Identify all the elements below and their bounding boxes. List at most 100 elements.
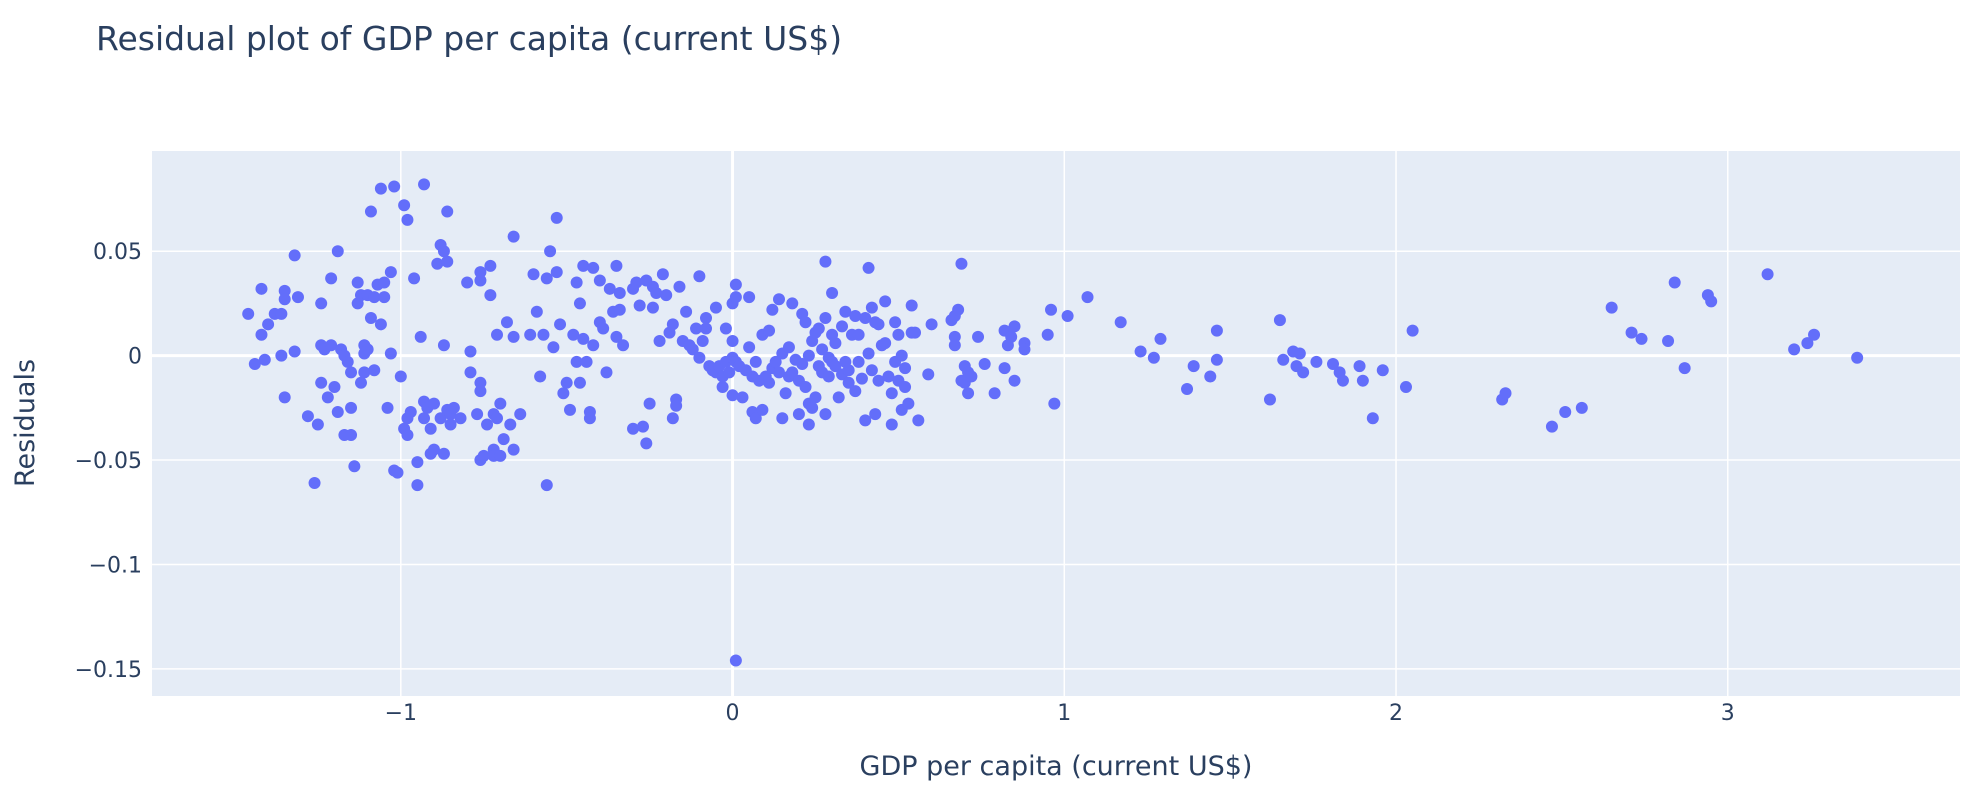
data-point [331,406,344,419]
data-point [842,376,855,389]
x-axis-title: GDP per capita (current US$) [860,751,1253,782]
x-tick-label: 1 [1057,701,1071,726]
data-point [948,330,961,343]
data-point [882,370,895,383]
data-point [474,266,487,279]
data-point [749,355,762,368]
data-point [1678,362,1691,375]
data-point [786,366,799,379]
data-point [534,370,547,383]
data-point [325,272,338,285]
data-point [769,355,782,368]
data-point [464,345,477,358]
data-point [909,326,922,339]
data-point [474,385,487,398]
data-point [1134,345,1147,358]
data-point [1499,387,1512,400]
data-point [504,418,517,431]
data-point [550,266,563,279]
data-point [799,316,812,329]
x-tick-label: −1 [385,701,417,726]
data-point [444,418,457,431]
data-point [756,403,769,416]
data-point [736,391,749,404]
data-point [709,301,722,314]
data-point [577,259,590,272]
data-point [826,286,839,299]
data-point [879,337,892,350]
data-point [673,280,686,293]
data-point [812,322,825,335]
x-tick-label: 0 [726,701,740,726]
data-point [414,330,427,343]
data-point [345,401,358,414]
data-point [653,335,666,348]
data-point [796,357,809,370]
data-point [477,449,490,462]
data-point [374,182,387,195]
data-point [829,337,842,350]
data-point [792,408,805,421]
data-point [1210,324,1223,337]
data-point [537,328,550,341]
data-point [852,355,865,368]
data-point [719,322,732,335]
data-point [481,418,494,431]
data-point [1399,380,1412,393]
data-point [1353,360,1366,373]
data-point [345,428,358,441]
data-point [1263,393,1276,406]
data-point [1081,291,1094,304]
data-point [766,303,779,316]
x-tick-label: 2 [1389,701,1403,726]
data-point [540,272,553,285]
data-point [643,397,656,410]
data-point [802,418,815,431]
data-point [962,387,975,400]
data-point [1662,335,1675,348]
data-point [1210,353,1223,366]
data-point [524,328,537,341]
data-point [597,322,610,335]
data-point [278,293,291,306]
data-point [494,449,507,462]
data-point [1851,351,1864,364]
y-axis-title: Residuals [10,359,41,487]
data-point [666,412,679,425]
data-point [361,343,374,356]
data-point [849,309,862,322]
data-point [899,362,912,375]
data-point [839,305,852,318]
data-point [278,284,291,297]
data-point [570,355,583,368]
data-point [726,335,739,348]
data-point [427,397,440,410]
data-point [905,299,918,312]
y-tick-label: 0.05 [93,240,142,265]
data-point [686,343,699,356]
data-point [411,456,424,469]
data-point [1041,328,1054,341]
data-point [1273,314,1286,327]
data-point [855,372,868,385]
data-point [1705,295,1718,308]
data-point [368,291,381,304]
data-point [729,654,742,667]
data-point [603,282,616,295]
data-point [341,355,354,368]
data-point [782,341,795,354]
data-point [666,318,679,331]
data-point [418,178,431,191]
data-point [540,479,553,492]
y-tick-label: 0 [128,345,142,370]
data-point [275,307,288,320]
data-point [899,380,912,393]
data-point [809,391,822,404]
data-point [700,312,713,325]
data-point [278,391,291,404]
data-point [507,443,520,456]
data-point [660,289,673,302]
data-point [491,328,504,341]
data-point [288,345,301,358]
